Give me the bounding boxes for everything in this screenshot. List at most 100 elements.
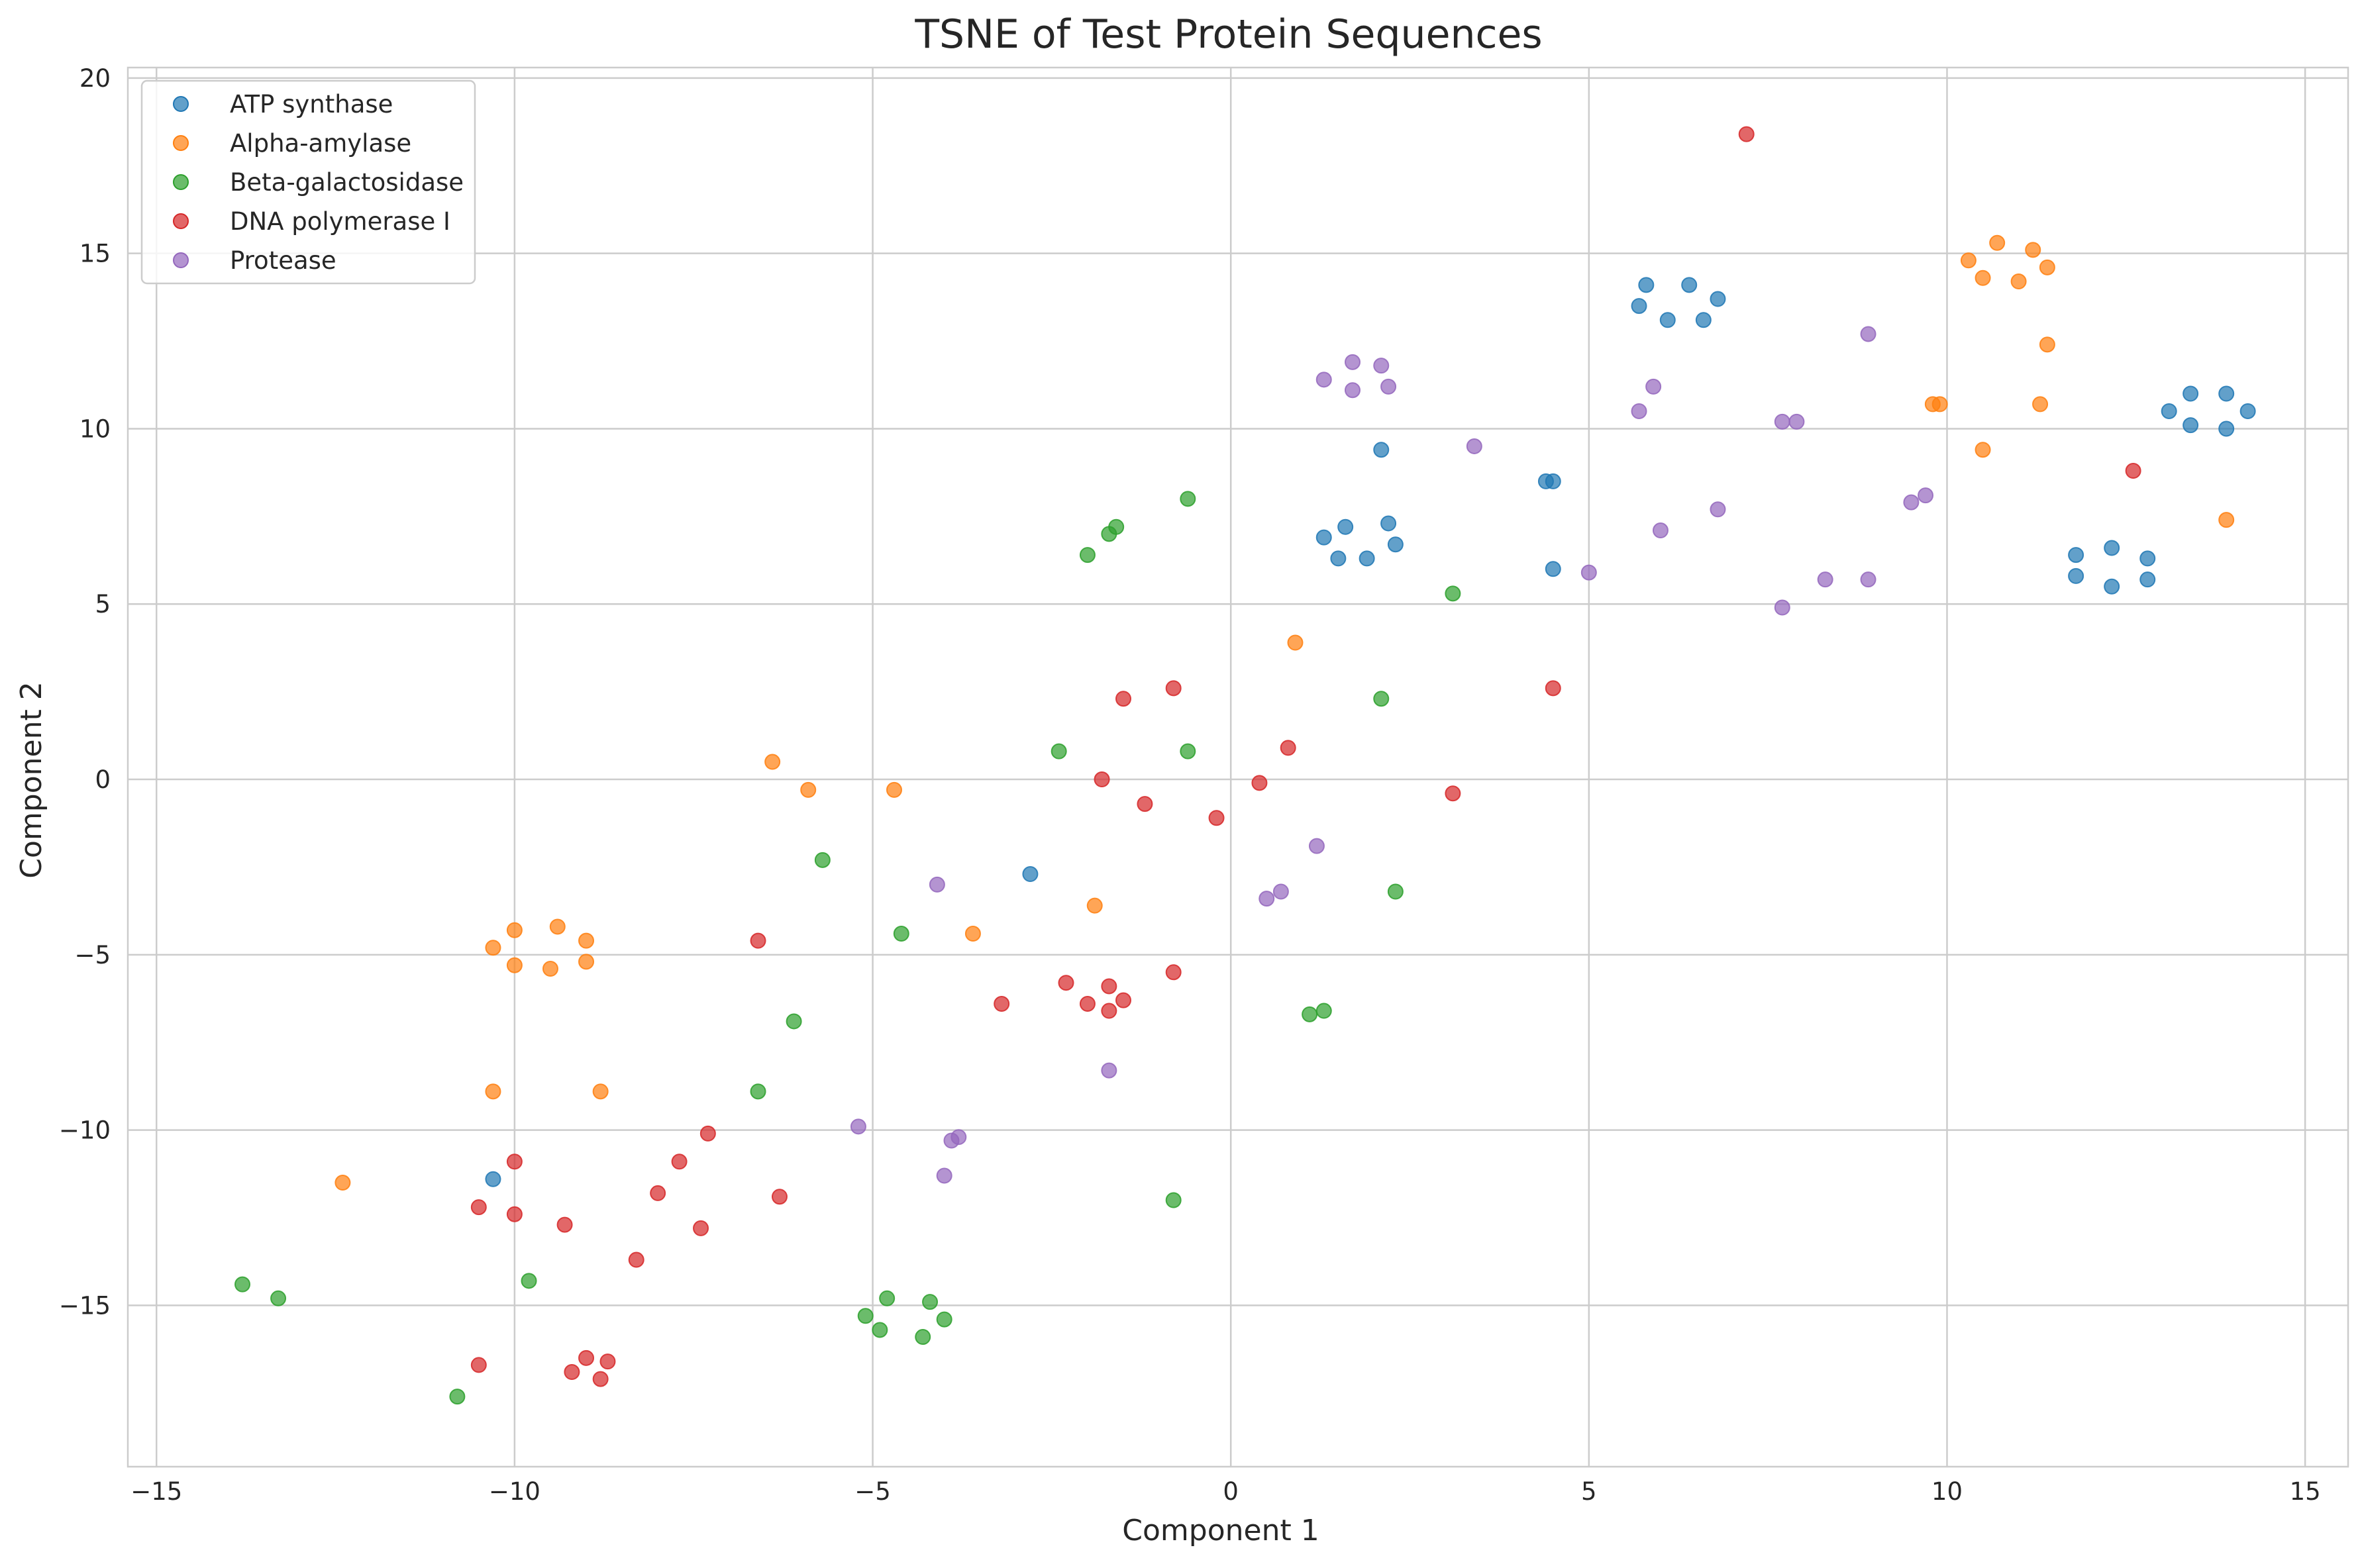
y-tick-label: 10: [79, 415, 111, 443]
scatter-point: [1975, 270, 1991, 286]
scatter-point: [1079, 547, 1096, 564]
scatter-point: [1975, 442, 1991, 458]
x-axis-ticks: −15 −10 −5 0 5 10 15: [130, 1477, 2320, 1506]
scatter-point: [1165, 680, 1182, 697]
scatter-point: [1710, 501, 1726, 518]
scatter-point: [1860, 326, 1876, 342]
y-tick-label: 20: [79, 64, 111, 93]
scatter-point: [449, 1389, 466, 1405]
scatter-point: [1359, 550, 1375, 567]
scatter-point: [2032, 396, 2049, 413]
scatter-point: [1659, 312, 1676, 328]
scatter-point: [750, 932, 766, 949]
scatter-point: [693, 1220, 709, 1236]
scatter-point: [800, 781, 817, 798]
scatter-point: [1115, 691, 1131, 707]
scatter-point: [2104, 578, 2120, 595]
scatter-point: [671, 1153, 688, 1170]
legend-marker: [173, 174, 189, 190]
scatter-point: [1330, 550, 1347, 567]
scatter-point: [1137, 796, 1153, 812]
x-axis-label: Component 1: [1122, 1514, 1319, 1547]
scatter-point: [1208, 810, 1225, 826]
scatter-point: [470, 1199, 487, 1216]
scatter-point: [1774, 599, 1790, 616]
legend-label: ATP synthase: [230, 90, 393, 119]
scatter-point: [2218, 385, 2235, 402]
scatter-point: [1086, 897, 1103, 914]
scatter-point: [1387, 883, 1404, 900]
scatter-point: [1380, 515, 1397, 532]
legend-label: Beta-galactosidase: [230, 168, 464, 197]
x-tick-label: 0: [1223, 1477, 1239, 1506]
x-tick-label: −10: [489, 1477, 540, 1506]
scatter-point: [886, 781, 902, 798]
y-tick-label: 0: [95, 765, 111, 794]
scatter-point: [1445, 785, 1461, 802]
y-axis-ticks: −15 −10 −5 0 5 10 15 20: [59, 64, 111, 1320]
scatter-point: [1315, 529, 1332, 546]
scatter-point: [1058, 975, 1074, 991]
scatter-point: [2218, 420, 2235, 437]
scatter-point: [1960, 252, 1977, 269]
scatter-point: [2139, 571, 2156, 588]
scatter-point: [1860, 571, 1876, 588]
scatter-point: [936, 1167, 952, 1184]
scatter-point: [2183, 417, 2199, 434]
scatter-point: [1817, 571, 1833, 588]
scatter-point: [556, 1216, 573, 1233]
scatter-point: [771, 1189, 788, 1205]
scatter-point: [1051, 743, 1067, 760]
x-tick-label: −5: [854, 1477, 891, 1506]
y-axis-label: Component 2: [15, 681, 48, 878]
scatter-point: [1079, 995, 1096, 1012]
scatter-point: [1259, 891, 1275, 907]
scatter-point: [1101, 1062, 1117, 1079]
scatter-point: [1373, 442, 1390, 458]
scatter-point: [750, 1083, 766, 1100]
scatter-point: [1337, 518, 1354, 535]
scatter-point: [915, 1329, 931, 1346]
scatter-point: [1638, 277, 1655, 293]
scatter-point: [1094, 771, 1110, 788]
scatter-point: [1738, 126, 1755, 142]
scatter-point: [1631, 403, 1647, 419]
scatter-point: [1373, 691, 1390, 707]
scatter-point: [929, 876, 945, 893]
scatter-point: [270, 1290, 287, 1306]
scatter-point: [2039, 336, 2055, 353]
scatter-point: [1774, 413, 1790, 430]
scatter-point: [1315, 1003, 1332, 1019]
legend: ATP synthase Alpha-amylase Beta-galactosid…: [140, 79, 476, 285]
scatter-point: [234, 1276, 251, 1293]
scatter-point: [628, 1251, 644, 1268]
scatter-point: [964, 926, 981, 942]
scatter-point: [1345, 382, 1361, 399]
scatter-point: [506, 957, 523, 973]
scatter-point: [1710, 291, 1726, 307]
scatter-point: [1315, 371, 1332, 388]
scatter-point: [592, 1371, 609, 1387]
scatter-point: [1101, 526, 1117, 542]
legend-marker: [173, 252, 189, 268]
scatter-point: [506, 922, 523, 938]
scatter-point: [1345, 354, 1361, 370]
legend-marker: [173, 213, 189, 229]
y-tick-label: −10: [59, 1116, 111, 1145]
scatter-point: [578, 954, 595, 970]
scatter-point: [1101, 1003, 1117, 1019]
scatter-point: [2104, 540, 2120, 556]
scatter-point: [485, 1171, 501, 1187]
scatter-point: [1645, 378, 1662, 395]
scatter-point: [1918, 487, 1934, 504]
scatter-point: [485, 940, 501, 956]
scatter-point: [1545, 680, 1561, 697]
scatter-point: [1989, 234, 2006, 251]
scatter-point: [2183, 385, 2199, 402]
scatter-point: [893, 926, 909, 942]
scatter-point: [850, 1118, 866, 1135]
scatter-point: [1272, 883, 1289, 900]
scatter-point: [2239, 403, 2256, 419]
scatter-point: [872, 1322, 888, 1338]
scatter-point: [1373, 358, 1390, 374]
